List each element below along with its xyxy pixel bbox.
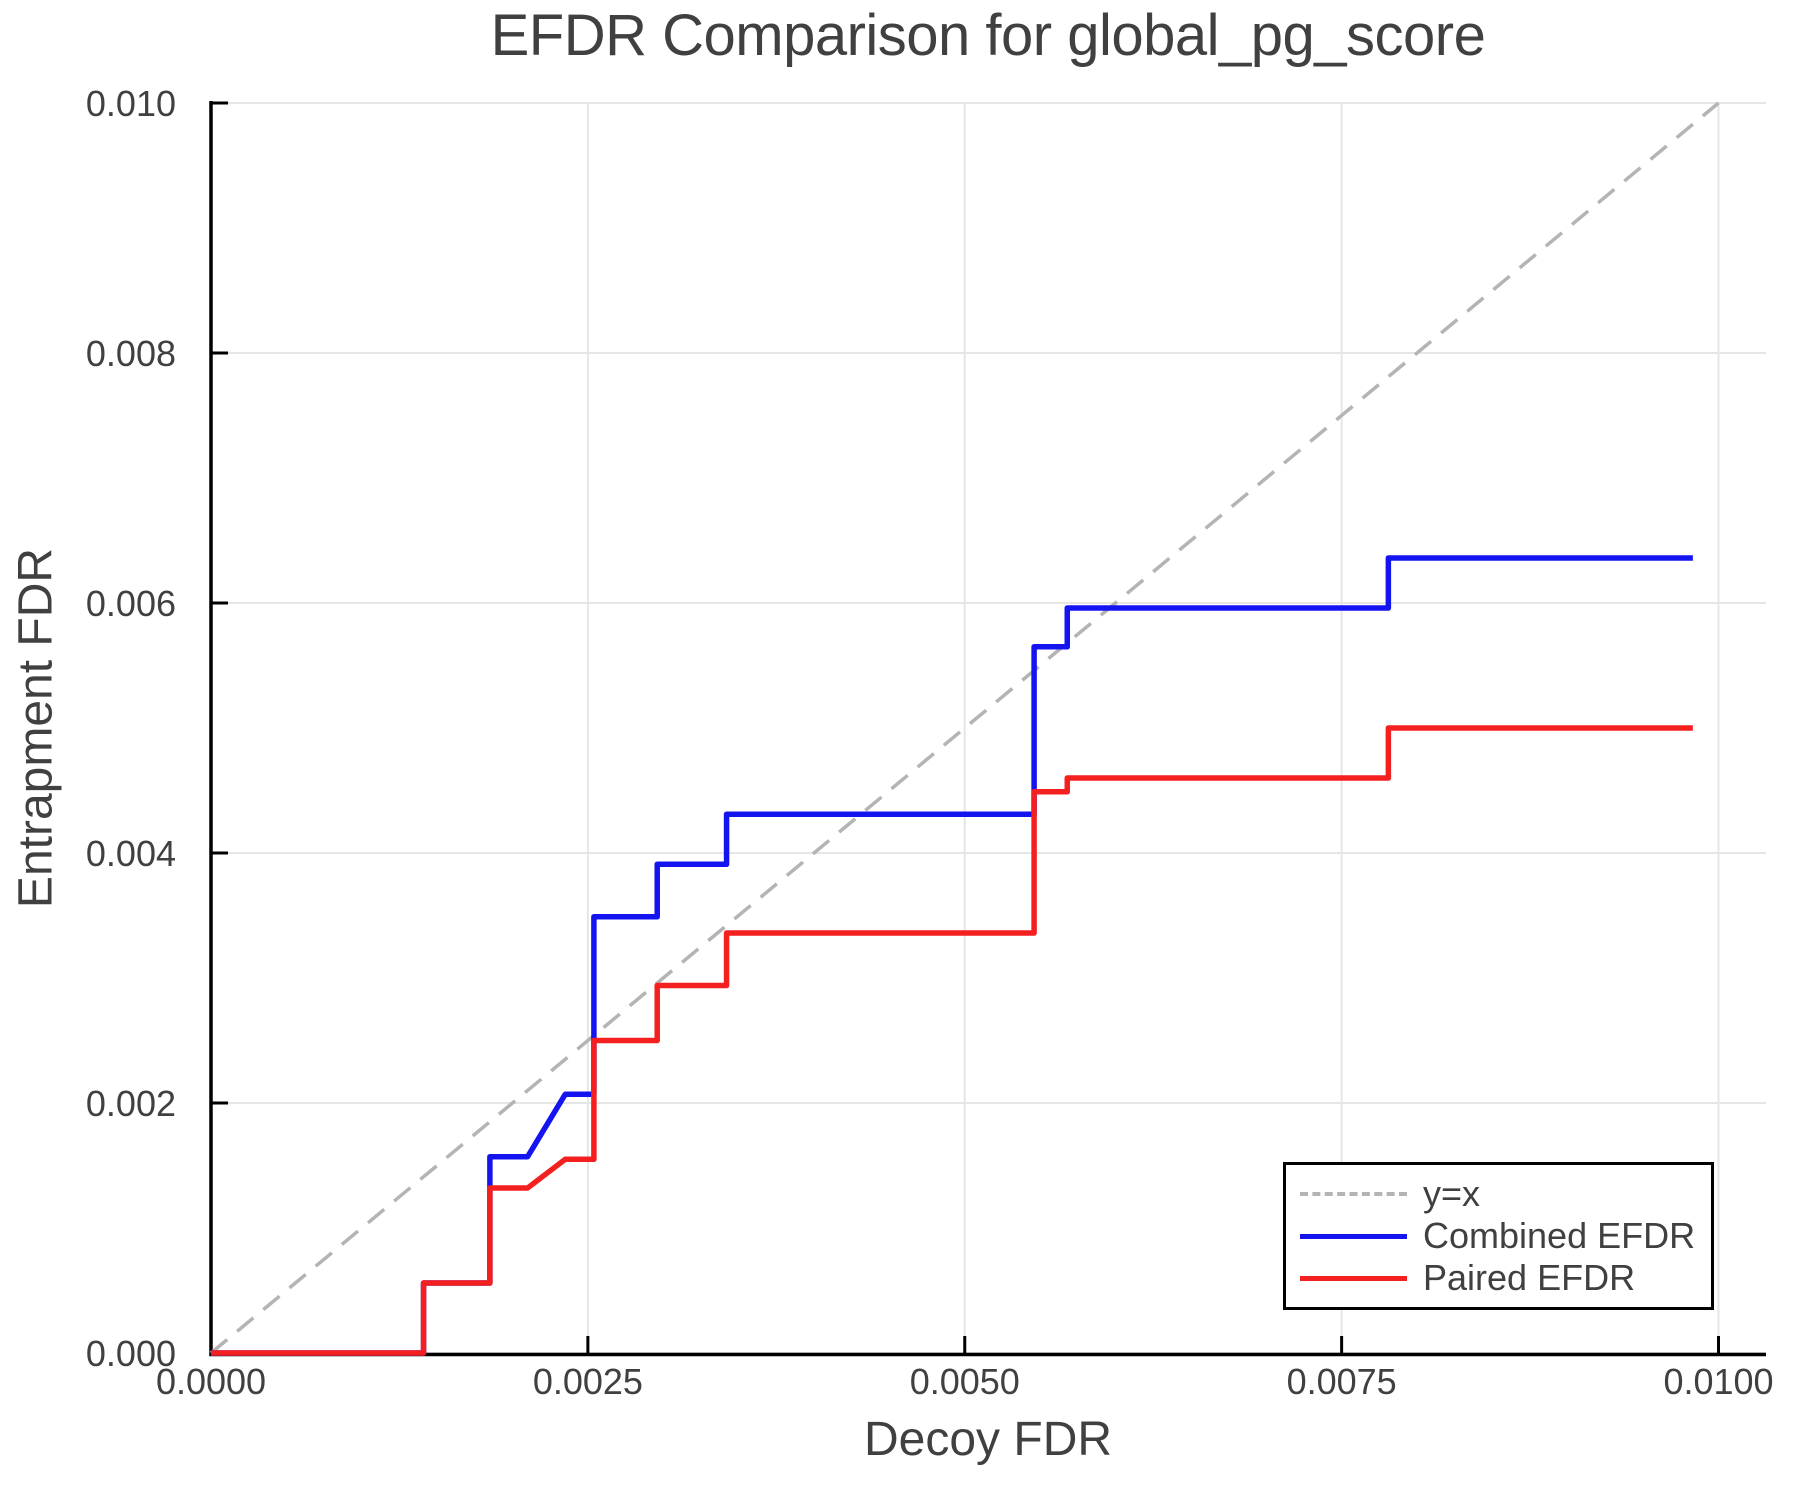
x-tick-label: 0.0100: [1663, 1361, 1773, 1402]
legend-item-combined-efdr: Combined EFDR: [1300, 1215, 1711, 1257]
x-tick-label: 0.0075: [1287, 1361, 1397, 1402]
y-tick-label: 0.010: [86, 83, 176, 124]
legend: y=x Combined EFDR Paired EFDR: [1283, 1162, 1714, 1310]
x-tick-label: 0.0050: [910, 1361, 1020, 1402]
legend-label-y-equals-x: y=x: [1423, 1173, 1481, 1214]
y-tick-label: 0.002: [86, 1083, 176, 1124]
y-tick-label: 0.004: [86, 833, 176, 874]
x-tick-label: 0.0000: [156, 1361, 266, 1402]
blue-line-sample: [1300, 1233, 1407, 1239]
legend-label-combined-efdr: Combined EFDR: [1423, 1215, 1696, 1256]
legend-item-y-equals-x: y=x: [1300, 1173, 1711, 1215]
y-tick-label: 0.000: [86, 1333, 176, 1374]
chart-title: EFDR Comparison for global_pg_score: [490, 3, 1486, 68]
y-axis-label: Entrapment FDR: [9, 547, 63, 909]
red-line-sample: [1300, 1275, 1407, 1281]
y-tick-label: 0.006: [86, 583, 176, 624]
y-tick-label: 0.008: [86, 333, 176, 374]
legend-label-paired-efdr: Paired EFDR: [1423, 1257, 1636, 1298]
dashed-line-sample: [1300, 1192, 1407, 1196]
legend-item-paired-efdr: Paired EFDR: [1300, 1257, 1711, 1299]
x-axis-label: Decoy FDR: [863, 1413, 1113, 1466]
x-tick-label: 0.0025: [533, 1361, 643, 1402]
paired-efdr-line: [211, 725, 1693, 1356]
y-equals-x-line: [209, 101, 1720, 1355]
